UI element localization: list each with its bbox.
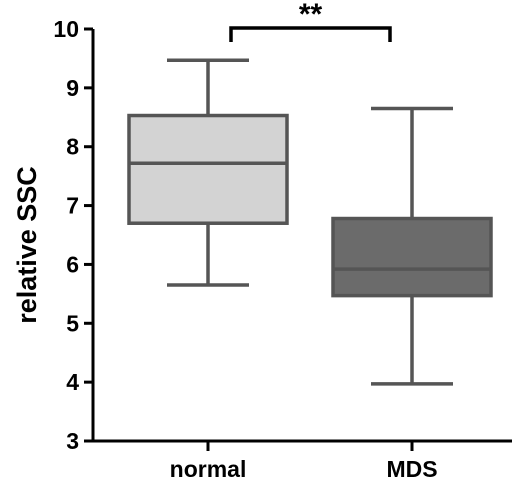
axes: 3 4 5 6 7 8 9 10 normal MDS xyxy=(53,16,512,482)
y-tick-label: 10 xyxy=(53,16,79,42)
y-axis-label: relative SSC xyxy=(12,166,42,324)
x-tick-label: MDS xyxy=(386,456,437,482)
y-tick-label: 3 xyxy=(66,428,79,454)
y-tick-label: 6 xyxy=(66,251,79,277)
y-tick-label: 9 xyxy=(66,75,79,101)
box-mds xyxy=(331,106,493,386)
y-tick-label: 5 xyxy=(66,310,79,336)
iqr-box xyxy=(331,216,493,298)
boxes xyxy=(127,58,493,386)
significance-annotation: ** xyxy=(229,0,392,42)
significance-bracket xyxy=(229,26,392,42)
y-tick-label: 7 xyxy=(66,193,79,219)
x-tick-label: normal xyxy=(170,456,247,482)
box-normal xyxy=(127,58,289,287)
y-tick-label: 8 xyxy=(66,134,79,160)
significance-label: ** xyxy=(299,0,323,31)
iqr-box xyxy=(127,113,289,225)
y-tick-label: 4 xyxy=(66,369,79,395)
